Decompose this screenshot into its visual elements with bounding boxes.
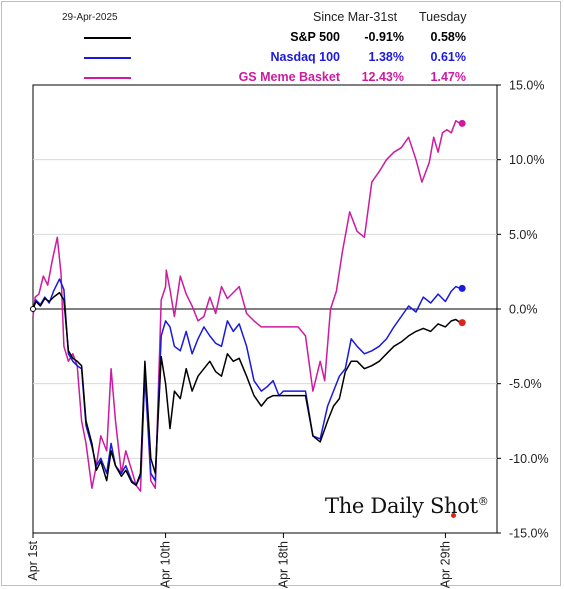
y-tick-label: 5.0% xyxy=(509,228,538,242)
series-line-meme xyxy=(32,120,461,492)
y-tick-label: 10.0% xyxy=(509,153,544,167)
legend-row-sp500: S&P 500 -0.91% 0.58% xyxy=(0,28,564,48)
series-line-nasdaq xyxy=(32,278,461,486)
x-tick-label: Apr 10th xyxy=(159,541,173,588)
legend-swatch-sp500 xyxy=(84,37,131,39)
legend-since-nasdaq: 1.38% xyxy=(368,50,404,64)
watermark-dot xyxy=(451,513,456,518)
y-tick-label: -15.0% xyxy=(509,527,549,541)
legend-name-nasdaq: Nasdaq 100 xyxy=(270,50,340,64)
legend-since-sp500: -0.91% xyxy=(364,30,404,44)
legend-swatch-meme xyxy=(84,77,131,79)
x-axis-ticks: Apr 1st Apr 10th Apr 18th Apr 29th xyxy=(26,533,452,588)
legend-tuesday-meme: 1.47% xyxy=(430,70,466,84)
legend-tuesday-sp500: 0.58% xyxy=(430,30,466,44)
series-end-marker-meme xyxy=(458,119,466,127)
series-group xyxy=(30,119,466,492)
legend-name-sp500: S&P 500 xyxy=(290,30,340,44)
origin-marker xyxy=(30,306,36,312)
y-tick-label: 15.0% xyxy=(509,79,544,93)
legend-header-tuesday: Tuesday xyxy=(419,10,467,24)
legend-swatch-nasdaq xyxy=(84,57,131,59)
watermark-registered-mark: ® xyxy=(477,495,489,508)
legend: 29-Apr-2025 Since Mar-31st Tuesday S&P 5… xyxy=(0,0,564,90)
legend-row-meme: GS Meme Basket 12.43% 1.47% xyxy=(0,68,564,88)
y-tick-label: 0.0% xyxy=(509,303,538,317)
legend-tuesday-nasdaq: 0.61% xyxy=(430,50,466,64)
series-end-marker-nasdaq xyxy=(458,284,466,292)
x-tick-label: Apr 29th xyxy=(438,541,452,588)
watermark-logo: The Daily Shot® xyxy=(325,494,489,518)
legend-since-meme: 12.43% xyxy=(361,70,404,84)
legend-row-nasdaq: Nasdaq 100 1.38% 0.61% xyxy=(0,48,564,68)
legend-header-since: Since Mar-31st xyxy=(313,10,398,24)
series-end-marker-sp500 xyxy=(458,319,466,327)
x-tick-label: Apr 18th xyxy=(276,541,290,588)
series-line-sp500 xyxy=(32,291,461,486)
y-tick-label: -10.0% xyxy=(509,452,549,466)
y-axis-ticks: 15.0% 10.0% 5.0% 0.0% -5.0% -10.0% -15.0% xyxy=(497,79,549,541)
y-tick-label: -5.0% xyxy=(509,377,542,391)
legend-name-meme: GS Meme Basket xyxy=(238,70,340,84)
x-tick-label: Apr 1st xyxy=(26,540,40,580)
chart-date: 29-Apr-2025 xyxy=(62,12,118,23)
